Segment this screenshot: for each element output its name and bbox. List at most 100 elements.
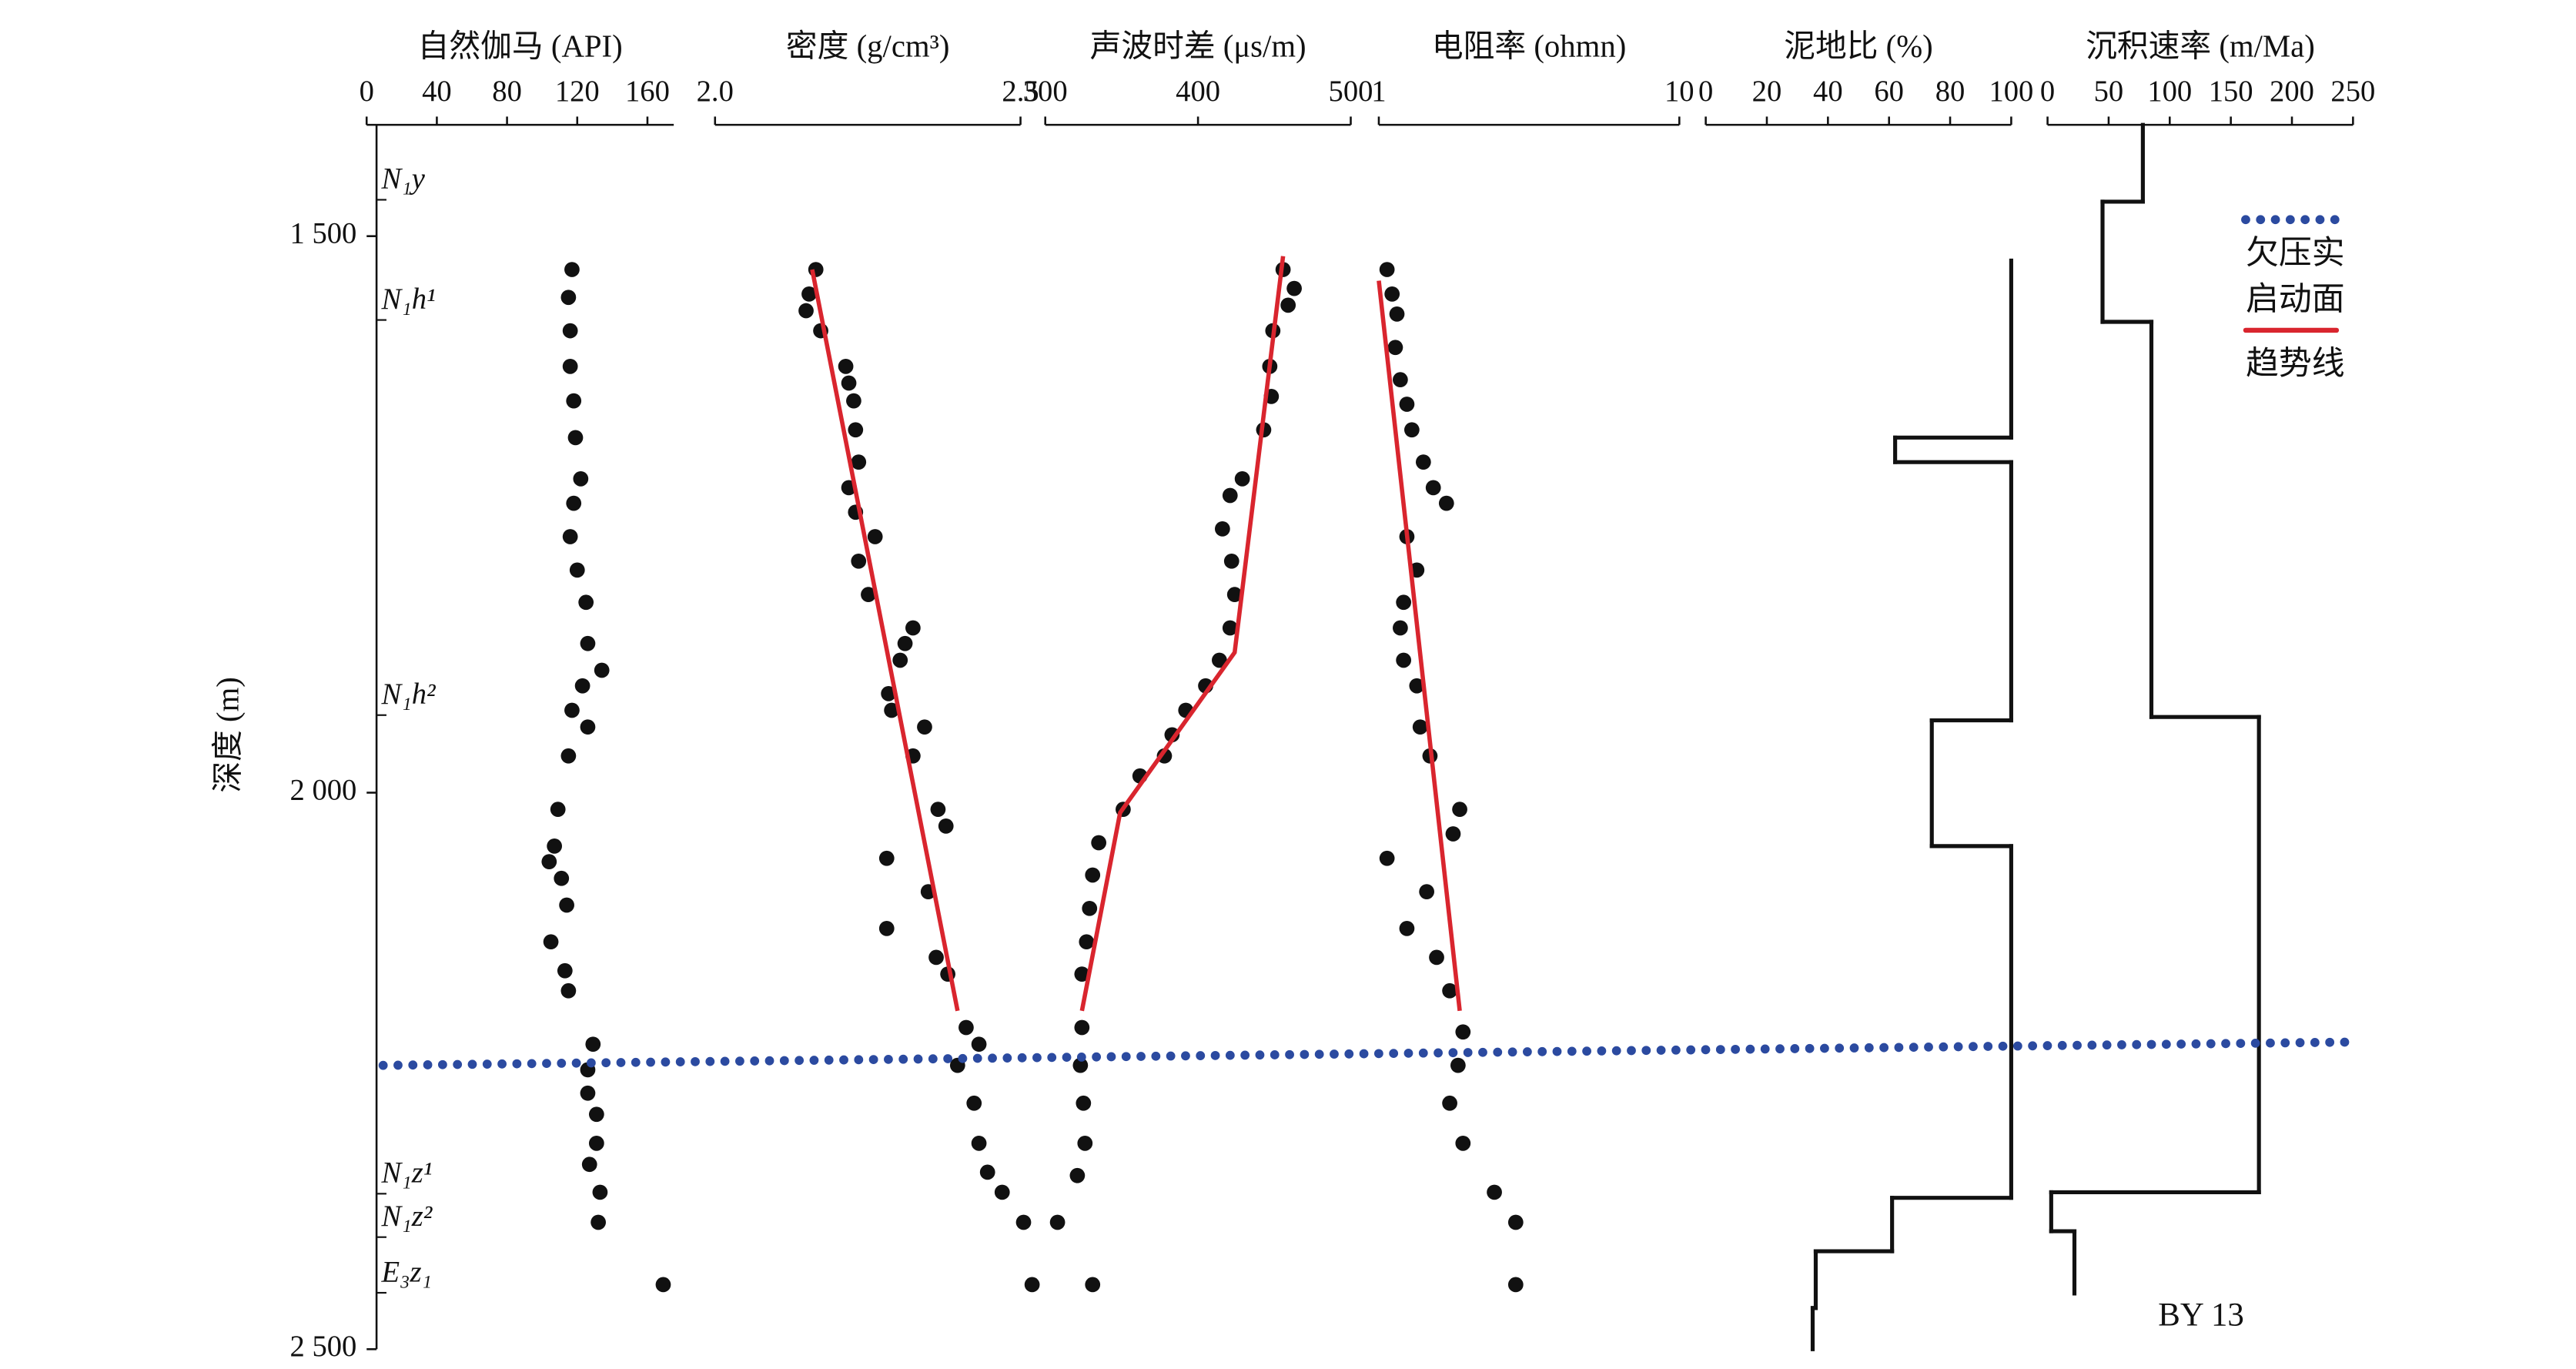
data-point [550,802,566,818]
x-tick-label: 500 [1329,75,1373,108]
x-tick-label: 300 [1023,75,1068,108]
data-point [1393,620,1408,636]
x-tick-label: 40 [422,75,452,108]
data-point [566,495,582,511]
data-point [1399,920,1415,936]
data-point [1438,495,1454,511]
data-point [1015,1214,1032,1230]
data-point [585,1036,601,1053]
data-point [1412,719,1428,735]
data-point [1234,470,1250,487]
data-point [971,1036,987,1053]
overpressure-line [378,1037,2363,1070]
data-point [1445,826,1461,842]
x-tick-label: 150 [2209,75,2253,108]
data-point [808,262,824,277]
data-point [838,358,854,374]
data-point [547,838,563,854]
data-point [1379,850,1395,866]
x-tick-label: 1 [1371,75,1386,108]
data-point [560,290,577,306]
legend-label: 欠压实 [2246,234,2345,271]
data-point [1164,727,1180,743]
data-point [1049,1214,1066,1230]
formation-label: N₁h¹ [381,283,436,316]
data-point [590,1214,606,1230]
data-point [564,262,580,277]
data-point [878,920,895,936]
data-point [1156,748,1173,764]
y-tick-label: 2 000 [290,774,357,806]
well-annotation: BY 13 [2158,1297,2244,1333]
legend-label: 启动面 [2246,281,2345,317]
data-point [897,635,913,651]
data-point [1450,1057,1466,1073]
formation-label: N₁h² [381,678,437,711]
x-tick-label: 2.5 [1002,75,1039,108]
x-tick-label: 0 [360,75,374,108]
data-point [841,375,857,391]
track-title: 泥地比 (%) [1784,29,1933,64]
data-point [1091,835,1107,851]
data-point [971,1135,987,1151]
data-point [567,430,584,446]
data-point [560,982,577,999]
data-point [564,702,580,718]
x-tick-label: 80 [492,75,522,108]
data-point [1379,262,1395,277]
trend-line [810,269,960,1012]
formation-label: N₁z² [381,1200,433,1233]
x-tick-label: 250 [2330,75,2375,108]
data-point [580,1085,596,1101]
data-point [1507,1214,1524,1230]
data-point [562,323,578,339]
data-point [966,1095,982,1111]
data-point [559,897,574,913]
data-point [1396,652,1412,668]
data-point [1082,900,1098,916]
data-point [1280,297,1296,313]
trend-line [1377,280,1462,1012]
data-point [581,1156,597,1173]
x-tick-label: 20 [1752,75,1782,108]
data-point [574,678,590,694]
data-point [1396,594,1412,611]
data-point [543,934,559,950]
data-point [562,529,578,544]
data-point [578,594,594,611]
data-point [994,1184,1010,1200]
data-point [588,1106,604,1123]
data-point [1429,949,1444,966]
x-tick-label: 0 [2040,75,2055,108]
data-point [580,719,596,735]
data-point [851,553,867,569]
data-point [569,562,585,578]
data-point [1085,1277,1101,1293]
data-point [861,587,876,603]
y-tick-label: 2 500 [290,1331,357,1363]
data-point [1069,1167,1086,1183]
data-point [655,1277,671,1293]
data-point [1222,620,1238,636]
track-title: 沉积速率 (m/Ma) [2086,29,2315,64]
data-point [1442,1095,1457,1111]
data-point [1387,340,1403,356]
y-axis-label: 深度 (m) [211,677,246,793]
data-point [588,1135,604,1151]
data-point [801,286,817,302]
data-point [560,748,577,764]
data-point [541,854,557,869]
formation-label: N₁z¹ [381,1157,433,1190]
x-tick-label: 400 [1176,75,1220,108]
y-tick-label: 1 500 [290,218,357,250]
data-point [580,635,596,651]
data-point [1077,1135,1093,1151]
data-point [557,962,573,979]
track-title: 电阻率 (ohmn) [1432,29,1626,64]
data-point [566,393,582,409]
data-point [1455,1024,1471,1040]
data-point [1455,1135,1471,1151]
data-point [1404,422,1420,438]
trend-line [1079,256,1286,1012]
